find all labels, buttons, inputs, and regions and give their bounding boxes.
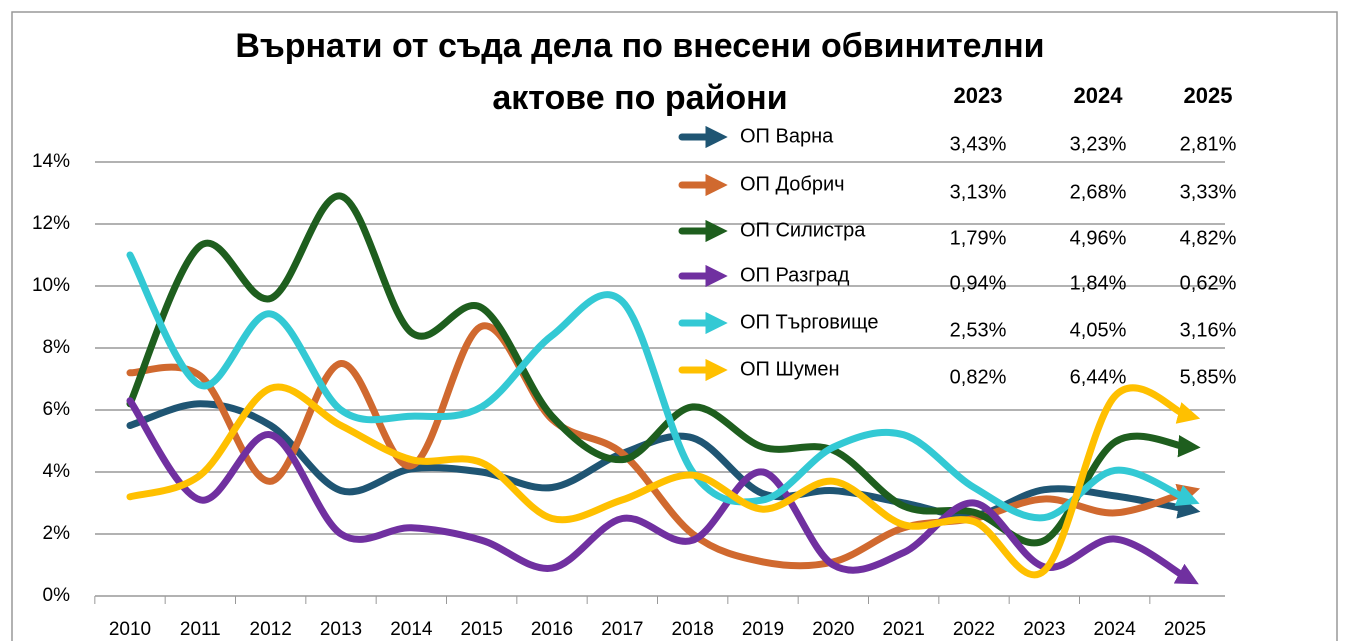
x-tick-label: 2021 <box>883 619 925 640</box>
x-tick-label: 2014 <box>390 619 433 640</box>
chart-title: Върнати от съда дела по внесени обвините… <box>235 27 1044 65</box>
table-cell: 0,94% <box>950 272 1007 294</box>
legend-label: ОП Търговище <box>740 311 878 333</box>
series-line <box>126 383 1201 579</box>
chart-border <box>11 11 1338 641</box>
legend-label: ОП Добрич <box>740 173 845 195</box>
table-cell: 6,44% <box>1070 366 1127 388</box>
table-cell: 3,33% <box>1180 181 1237 203</box>
table-cell: 2,53% <box>950 319 1007 341</box>
table-cell: 4,82% <box>1180 227 1237 249</box>
table-cell: 3,43% <box>950 133 1007 155</box>
table-cell: 2,81% <box>1180 133 1237 155</box>
x-tick-label: 2022 <box>953 619 995 640</box>
legend-label: ОП Шумен <box>740 358 840 380</box>
x-tick-label: 2017 <box>601 619 643 640</box>
table-cell: 1,79% <box>950 227 1007 249</box>
table-cell: 0,82% <box>950 366 1007 388</box>
table-cell: 4,05% <box>1070 319 1127 341</box>
table-cell: 4,96% <box>1070 227 1127 249</box>
y-tick-label: 14% <box>32 151 70 172</box>
table-header: 2025 <box>1184 83 1233 108</box>
table-cell: 3,13% <box>950 181 1007 203</box>
table-cell: 5,85% <box>1180 366 1237 388</box>
table-cell: 0,62% <box>1180 272 1237 294</box>
y-tick-label: 2% <box>43 523 71 544</box>
y-tick-label: 0% <box>43 585 71 606</box>
table-cell: 3,16% <box>1180 319 1237 341</box>
x-tick-label: 2023 <box>1023 619 1065 640</box>
x-tick-label: 2011 <box>180 619 221 640</box>
y-tick-label: 12% <box>32 213 70 234</box>
x-tick-label: 2013 <box>320 619 362 640</box>
x-tick-label: 2012 <box>250 619 292 640</box>
legend-label: ОП Разград <box>740 264 850 286</box>
x-tick-label: 2019 <box>742 619 784 640</box>
table-cell: 1,84% <box>1070 272 1127 294</box>
table-header: 2024 <box>1074 83 1124 108</box>
x-tick-label: 2018 <box>672 619 714 640</box>
legend-label: ОП Варна <box>740 125 834 147</box>
series-line <box>126 251 1200 522</box>
table-header: 2023 <box>954 83 1003 108</box>
table-cell: 2,68% <box>1070 181 1127 203</box>
y-tick-label: 10% <box>32 275 70 296</box>
x-tick-label: 2010 <box>109 619 151 640</box>
y-tick-label: 4% <box>43 461 71 482</box>
chart-title: актове по райони <box>492 79 787 117</box>
x-tick-label: 2024 <box>1094 619 1137 640</box>
x-tick-label: 2020 <box>812 619 854 640</box>
x-tick-label: 2015 <box>461 619 503 640</box>
y-tick-label: 6% <box>43 399 71 420</box>
y-tick-label: 8% <box>43 337 71 358</box>
table-cell: 3,23% <box>1070 133 1127 155</box>
x-tick-label: 2025 <box>1164 619 1206 640</box>
legend-label: ОП Силистра <box>740 219 866 241</box>
x-tick-label: 2016 <box>531 619 573 640</box>
series-line <box>126 397 1199 585</box>
